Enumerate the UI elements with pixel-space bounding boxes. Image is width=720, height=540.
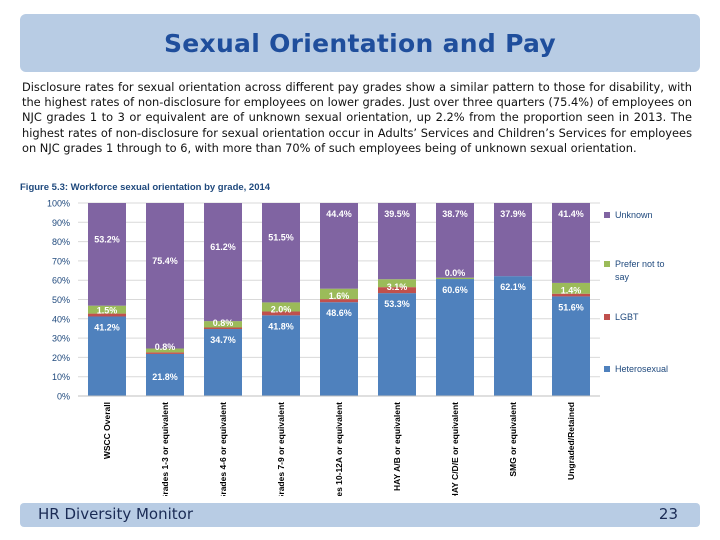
bar-segment	[378, 293, 416, 396]
y-tick-label: 0%	[57, 392, 70, 402]
bar-segment	[146, 348, 184, 353]
data-label: 41.8%	[268, 321, 294, 331]
data-label: 0.8%	[155, 342, 176, 352]
y-tick-label: 80%	[52, 237, 70, 247]
y-tick-label: 60%	[52, 276, 70, 286]
x-tick-label: Ungraded/Retained	[566, 402, 576, 480]
data-label: 0.8%	[213, 318, 234, 328]
bar-segment	[378, 279, 416, 288]
intro-paragraph: Disclosure rates for sexual orientation …	[22, 80, 692, 155]
bar-segment	[378, 287, 416, 294]
bar-segment	[88, 313, 126, 317]
bar-segment	[552, 293, 590, 297]
data-label: 51.6%	[558, 302, 584, 312]
bar-segment	[436, 277, 474, 280]
legend-swatch	[604, 212, 610, 218]
y-tick-label: 50%	[52, 295, 70, 305]
data-label: 0.0%	[445, 268, 466, 278]
data-label: 21.8%	[152, 372, 178, 382]
bar-segment	[88, 203, 126, 306]
data-label: 1.4%	[561, 285, 582, 295]
x-tick-label: SMG or equivalent	[508, 402, 518, 477]
bar-segment	[552, 203, 590, 283]
chart-title: Figure 5.3: Workforce sexual orientation…	[20, 182, 271, 193]
data-label: 1.5%	[97, 305, 118, 315]
footer-title: HR Diversity Monitor	[38, 505, 193, 523]
data-label: 2.0%	[271, 304, 292, 314]
y-tick-label: 10%	[52, 372, 70, 382]
bar-segment	[262, 311, 300, 316]
data-label: 37.9%	[500, 209, 526, 219]
y-tick-label: 20%	[52, 353, 70, 363]
data-label: 38.7%	[442, 209, 468, 219]
data-label: 62.1%	[500, 282, 526, 292]
data-label: 48.6%	[326, 308, 352, 318]
data-label: 53.2%	[94, 234, 120, 244]
y-tick-label: 100%	[47, 199, 70, 209]
bar-segment	[320, 203, 358, 289]
legend-label: LGBT	[615, 312, 639, 322]
data-label: 61.2%	[210, 242, 236, 252]
bar-segment	[378, 203, 416, 280]
x-tick-label: WSCC Overall	[102, 402, 112, 459]
bar-segment	[552, 296, 590, 396]
bar-segment	[552, 282, 590, 294]
bar-segment	[88, 305, 126, 314]
bar-segment	[146, 203, 184, 349]
bar-segment	[436, 279, 474, 396]
data-label: 41.4%	[558, 209, 584, 219]
data-label: 34.7%	[210, 335, 236, 345]
x-tick-label: NJC Grades 1-3 or equivalent	[160, 402, 170, 496]
bar-segment	[494, 203, 532, 277]
x-tick-label: HAY A/B or equivalent	[392, 402, 402, 491]
bar-segment	[146, 353, 184, 396]
x-tick-label: NJC Grades 10-12A or equivalent	[334, 402, 344, 496]
bar-segment	[262, 203, 300, 303]
data-label: 60.6%	[442, 285, 468, 295]
data-label: 44.4%	[326, 209, 352, 219]
legend-label: Heterosexual	[615, 364, 668, 374]
data-label: 53.3%	[384, 299, 410, 309]
bar-segment	[262, 315, 300, 396]
bar-segment	[204, 321, 242, 328]
legend-label: Prefer not to	[615, 259, 665, 269]
slide-title: Sexual Orientation and Pay	[163, 28, 557, 58]
legend-swatch	[604, 261, 610, 267]
y-tick-label: 30%	[52, 334, 70, 344]
legend-label: Unknown	[615, 210, 653, 220]
legend-swatch	[604, 366, 610, 372]
bar-segment	[436, 203, 474, 278]
page-number: 23	[658, 505, 678, 523]
data-label: 75.4%	[152, 256, 178, 266]
bar-segment	[320, 299, 358, 303]
data-label: 1.6%	[329, 291, 350, 301]
data-label: 39.5%	[384, 209, 410, 219]
bar-segment	[320, 302, 358, 396]
footer-bar: HR Diversity Monitor 23	[20, 503, 700, 527]
bar-segment	[88, 316, 126, 396]
data-label: 3.1%	[387, 282, 408, 292]
title-banner: Sexual Orientation and Pay	[20, 14, 700, 72]
data-label: 51.5%	[268, 233, 294, 243]
data-label: 41.2%	[94, 322, 120, 332]
legend-swatch	[604, 314, 610, 320]
bar-segment	[204, 327, 242, 330]
bar-segment	[320, 288, 358, 300]
y-tick-label: 70%	[52, 256, 70, 266]
bar-segment	[262, 302, 300, 312]
x-tick-label: HAY C/D/E or equivalent	[450, 402, 460, 496]
bar-segment	[204, 203, 242, 322]
bar-segment	[204, 329, 242, 396]
bar-segment	[146, 352, 184, 354]
x-tick-label: NJC Grades 4-6 or equivalent	[218, 402, 228, 496]
x-tick-label: NJC Grades 7-9 or equivalent	[276, 402, 286, 496]
y-tick-label: 90%	[52, 218, 70, 228]
legend-label-cont: say	[615, 272, 630, 282]
bar-segment	[494, 276, 532, 396]
y-tick-label: 40%	[52, 314, 70, 324]
stacked-bar-chart: Figure 5.3: Workforce sexual orientation…	[20, 182, 668, 496]
